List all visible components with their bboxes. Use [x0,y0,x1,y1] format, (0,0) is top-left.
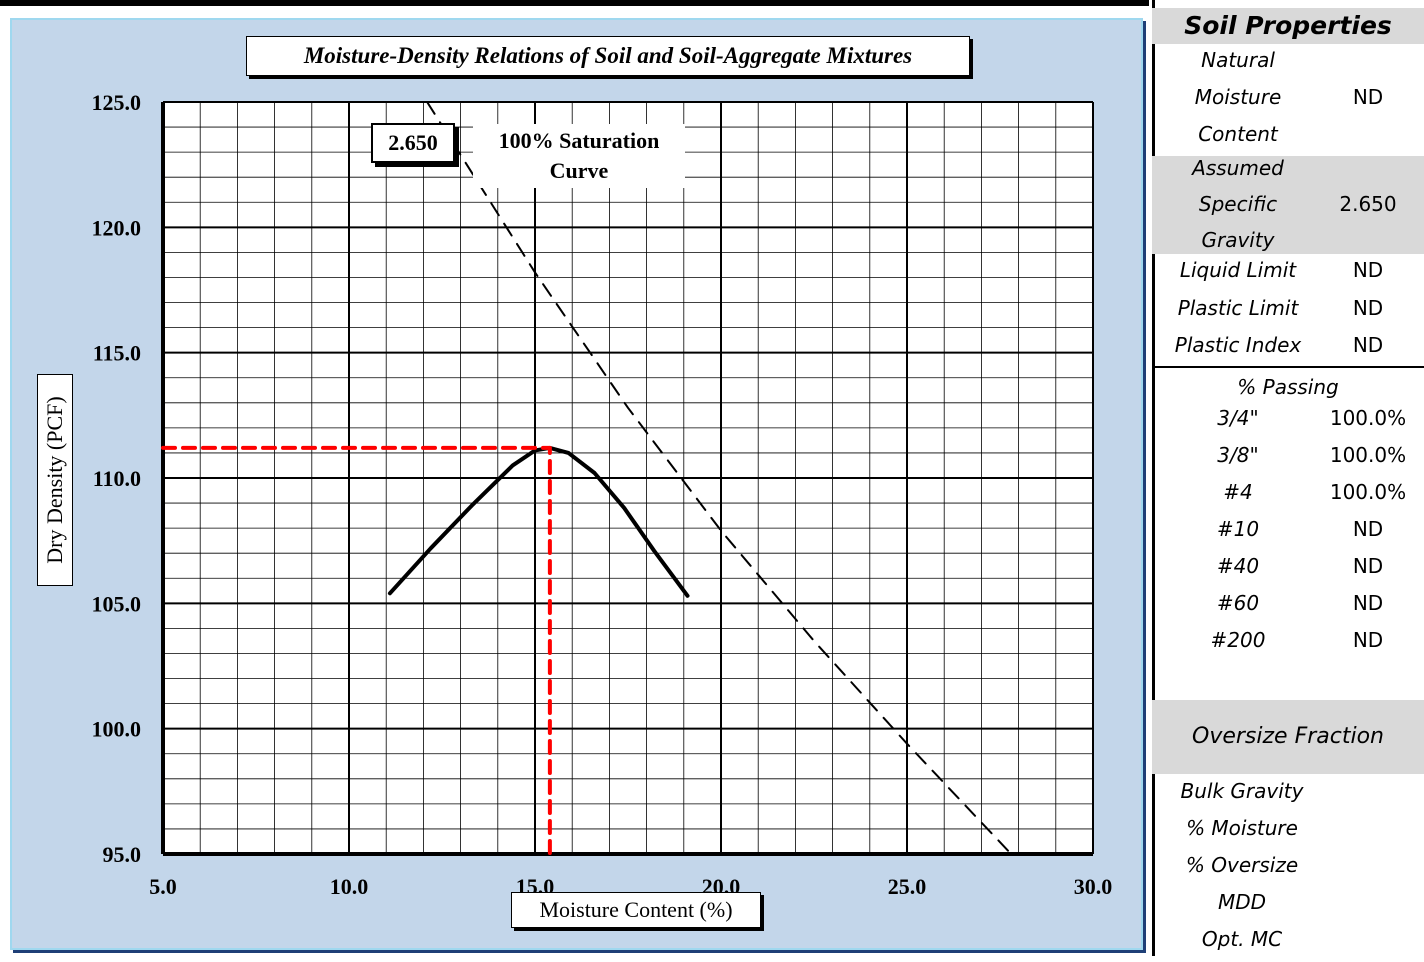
sieve-value: ND [1352,628,1384,652]
sieve-value: 100.0% [1329,406,1407,430]
natural-moisture-label-3: Content [1198,122,1278,146]
sieve-label: 3/4" [1217,406,1259,430]
chart-title: Moisture-Density Relations of Soil and S… [246,36,970,76]
plastic-index-label: Plastic Index [1174,333,1302,357]
y-tick-label: 95.0 [103,842,142,867]
sieve-label: #40 [1216,554,1260,578]
y-axis-label: Dry Density (PCF) [42,396,67,564]
specific-gravity-annotation: 2.650 [371,123,455,163]
panel-divider [1152,0,1155,956]
saturation-label-line1: 100% Saturation [498,128,660,153]
sieve-value: 100.0% [1329,443,1407,467]
sieve-value: ND [1352,517,1384,541]
plastic-limit-value: ND [1352,296,1384,320]
saturation-curve-label: 100% Saturation Curve [473,124,685,188]
oversize-item: MDD [1217,890,1267,914]
x-tick-label: 10.0 [330,874,369,899]
specific-gravity-label-1: Assumed [1192,156,1284,180]
optimum-guide-line [161,445,552,856]
sieve-value: ND [1352,554,1384,578]
sieve-label: 3/8" [1217,443,1259,467]
x-tick-label: 5.0 [149,874,177,899]
oversize-item: Bulk Gravity [1180,779,1304,803]
specific-gravity-value: 2.650 [1339,192,1397,216]
natural-moisture-label-1: Natural [1201,48,1275,72]
plastic-index-value: ND [1352,333,1384,357]
specific-gravity-row: Assumed Specific Gravity 2.650 [1152,156,1424,254]
percent-passing-title: % Passing [1152,366,1424,406]
oversize-item: % Oversize [1185,853,1299,877]
sieve-value: ND [1352,591,1384,615]
chart-svg: 5.0 10.0 15.0 20.0 25.0 30.095.0100.0105.0110… [92,90,1113,899]
chart-panel: 5.0 10.0 15.0 20.0 25.0 30.0 95.0 100.0 105.0 110… [0,0,1149,950]
y-tick-label: 100.0 [92,717,142,742]
y-tick-label: 110.0 [93,466,141,491]
specific-gravity-label-3: Gravity [1201,228,1275,252]
plastic-limit-label: Plastic Limit [1177,296,1299,320]
saturation-curve [426,101,1013,855]
sieve-label: #200 [1210,628,1266,652]
y-tick-label: 120.0 [92,215,142,240]
plastic-limit-row: Plastic Limit ND [1152,296,1424,330]
liquid-limit-label: Liquid Limit [1179,258,1297,282]
natural-moisture-value: ND [1352,85,1384,109]
natural-moisture-label-2: Moisture [1194,85,1282,109]
liquid-limit-row: Liquid Limit ND [1152,258,1424,292]
natural-moisture-row: Natural Moisture Content ND [1152,46,1424,156]
oversize-item: % Moisture [1186,816,1298,840]
x-tick-label: 30.0 [1074,874,1113,899]
y-tick-label: 125.0 [92,90,142,115]
liquid-limit-value: ND [1352,258,1384,282]
sieve-label: #4 [1223,480,1253,504]
sieve-value: 100.0% [1329,480,1407,504]
saturation-label-line2: Curve [549,158,609,183]
y-axis-label-box: Dry Density (PCF) [37,374,73,586]
y-tick-label: 105.0 [92,591,142,616]
oversize-item: Opt. MC [1201,927,1283,951]
y-tick-label: 115.0 [93,341,141,366]
sieve-label: #60 [1216,591,1260,615]
oversize-fraction-title: Oversize Fraction [1152,700,1424,774]
soil-properties-panel: Soil Properties Natural Moisture Content… [1152,0,1424,956]
specific-gravity-label-2: Specific [1198,192,1278,216]
x-axis-label: Moisture Content (%) [511,892,761,928]
plastic-index-row: Plastic Index ND [1152,333,1424,367]
soil-properties-header: Soil Properties [1152,8,1424,44]
x-tick-label: 25.0 [888,874,927,899]
sieve-label: #10 [1216,517,1260,541]
